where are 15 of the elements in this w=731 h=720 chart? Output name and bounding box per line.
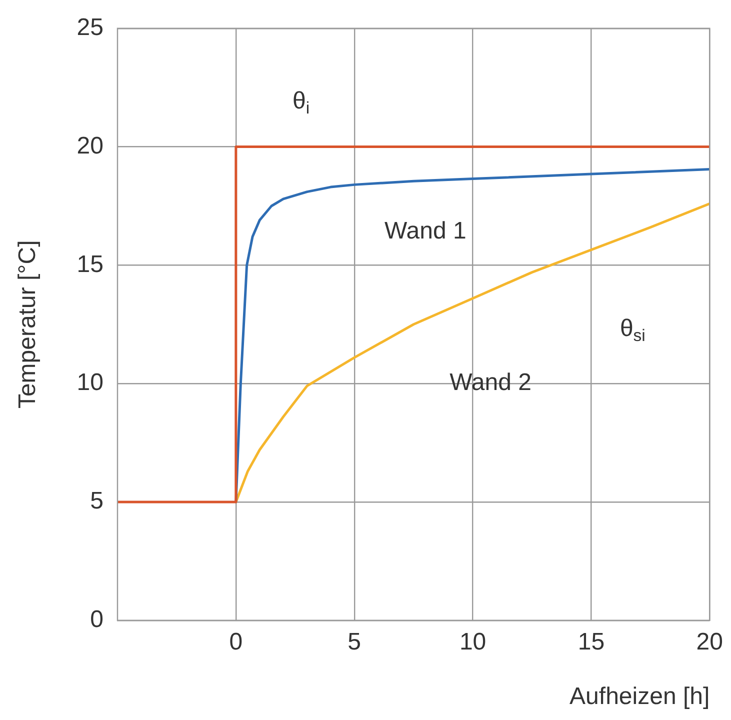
x-tick-label: 0 [229,628,243,656]
series-label: Wand 1 [384,218,466,245]
x-tick-label: 20 [696,628,724,656]
x-tick-label: 10 [459,628,486,656]
x-tick-label: 5 [348,628,362,656]
y-tick-label: 20 [76,132,104,160]
y-tick-label: 15 [76,250,104,278]
y-axis-title: Temperatur [°C] [14,240,42,409]
x-tick-label: 15 [578,628,605,656]
y-tick-label: 25 [76,14,104,42]
x-axis-title: Aufheizen [h] [570,683,710,710]
y-tick-label: 0 [90,606,104,634]
y-tick-label: 5 [90,488,104,515]
text: Wand 2 [450,369,532,396]
y-tick-label: 10 [76,369,104,396]
